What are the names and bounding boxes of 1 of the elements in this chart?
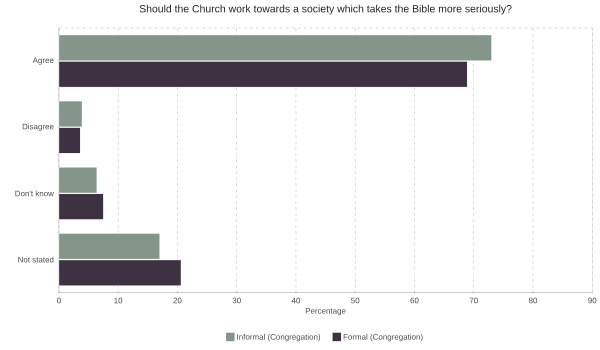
chart-title: Should the Church work towards a society which takes the Bible more seriously? [140,4,512,15]
